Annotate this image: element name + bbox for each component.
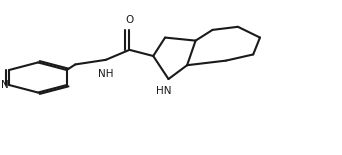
Text: O: O <box>126 15 134 25</box>
Text: N: N <box>1 80 9 90</box>
Text: HN: HN <box>156 86 171 95</box>
Text: NH: NH <box>98 69 114 79</box>
